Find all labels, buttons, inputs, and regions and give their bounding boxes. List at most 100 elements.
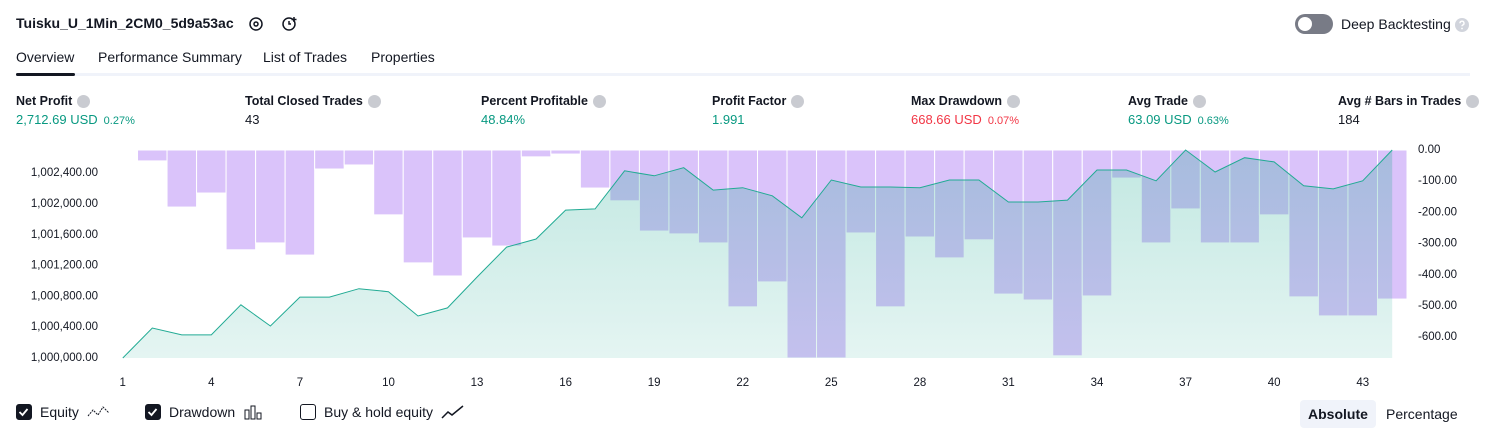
legend-label: Buy & hold equity xyxy=(324,404,433,420)
deep-backtesting-label: Deep Backtesting xyxy=(1341,16,1451,32)
metric-value-row: 2,712.69 USD 0.27% xyxy=(16,112,135,127)
metric-value: 43 xyxy=(245,112,260,127)
metric: Profit Factor 1.991 xyxy=(712,94,805,127)
drawdown-bar xyxy=(166,149,198,208)
legend-label: Equity xyxy=(40,404,79,420)
y-tick-label: 1,002,400.00 xyxy=(31,167,98,179)
legend-icon xyxy=(87,404,111,420)
active-tab-underline xyxy=(16,73,75,76)
metric: Total Closed Trades 43 xyxy=(245,94,381,127)
legend-item[interactable]: Equity xyxy=(16,404,111,420)
x-tick-label: 10 xyxy=(382,377,395,389)
add-alert-icon[interactable] xyxy=(280,14,300,34)
drawdown-bar xyxy=(343,149,375,166)
toggle-switch[interactable] xyxy=(1295,14,1333,34)
x-tick-label: 19 xyxy=(648,377,661,389)
toggle-option[interactable]: Absolute xyxy=(1300,400,1376,428)
metric-label: Avg Trade xyxy=(1128,94,1229,108)
metric-percent: 0.63% xyxy=(1197,115,1229,127)
y-tick-label: 1,000,000.00 xyxy=(31,352,98,364)
y2-tick-label: -100.00 xyxy=(1418,175,1457,187)
legend-icon xyxy=(243,404,265,420)
metric-label-text: Max Drawdown xyxy=(911,94,1002,108)
metric-label: Total Closed Trades xyxy=(245,94,381,108)
info-icon[interactable] xyxy=(1466,94,1480,108)
y2-tick-label: -500.00 xyxy=(1418,300,1457,312)
metric-value-row: 63.09 USD 0.63% xyxy=(1128,112,1229,127)
metric-label: Max Drawdown xyxy=(911,94,1020,108)
info-icon[interactable] xyxy=(592,94,606,108)
metric-value: 668.66 USD xyxy=(911,112,982,127)
drawdown-bar xyxy=(520,149,552,158)
drawdown-bar xyxy=(284,149,316,256)
y-tick-label: 1,000,800.00 xyxy=(31,290,98,302)
drawdown-bar xyxy=(196,149,227,194)
metric-value-row: 668.66 USD 0.07% xyxy=(911,112,1020,127)
drawdown-bar xyxy=(402,149,434,264)
drawdown-bar xyxy=(579,149,611,189)
legend-item[interactable]: Drawdown xyxy=(145,404,265,420)
y-tick-label: 1,001,200.00 xyxy=(31,260,98,272)
checkbox[interactable] xyxy=(145,404,161,420)
drawdown-bar xyxy=(137,149,168,162)
drawdown-bar xyxy=(225,149,257,251)
x-tick-label: 4 xyxy=(208,377,215,389)
drawdown-bar xyxy=(432,149,463,277)
legend-label: Drawdown xyxy=(169,404,236,420)
metric-label-text: Percent Profitable xyxy=(481,94,588,108)
info-icon[interactable] xyxy=(791,94,805,108)
tab[interactable]: List of Trades xyxy=(263,49,348,65)
metric-value: 48.84% xyxy=(481,112,526,127)
metric-label-text: Profit Factor xyxy=(712,94,787,108)
metric-label-text: Total Closed Trades xyxy=(245,94,363,108)
equity-area xyxy=(122,150,1393,358)
info-icon[interactable] xyxy=(77,94,91,108)
x-tick-label: 22 xyxy=(736,377,749,389)
metric-label-text: Net Profit xyxy=(16,94,73,108)
checkbox[interactable] xyxy=(16,404,32,420)
checkbox[interactable] xyxy=(300,404,316,420)
y2-tick-label: -400.00 xyxy=(1418,269,1457,281)
drawdown-bar xyxy=(461,149,493,239)
drawdown-bar xyxy=(373,149,404,216)
metric-label-text: Avg Trade xyxy=(1128,94,1188,108)
metric-label: Net Profit xyxy=(16,94,135,108)
metric-percent: 0.27% xyxy=(103,115,135,127)
metric-value-row: 48.84% xyxy=(481,112,606,127)
metric-value-row: 43 xyxy=(245,112,381,127)
x-tick-label: 43 xyxy=(1356,377,1369,389)
help-icon[interactable] xyxy=(1454,17,1470,33)
y-tick-label: 1,002,000.00 xyxy=(31,198,98,210)
x-tick-label: 16 xyxy=(559,377,572,389)
settings-icon[interactable] xyxy=(246,14,266,34)
x-tick-label: 37 xyxy=(1179,377,1192,389)
drawdown-bar xyxy=(314,149,345,170)
toggle-option[interactable]: Percentage xyxy=(1386,406,1458,422)
x-tick-label: 13 xyxy=(471,377,484,389)
x-tick-label: 34 xyxy=(1091,377,1104,389)
info-icon[interactable] xyxy=(367,94,381,108)
info-icon[interactable] xyxy=(1192,94,1206,108)
metric-label: Avg # Bars in Trades xyxy=(1338,94,1480,108)
y2-tick-label: -200.00 xyxy=(1418,206,1457,218)
metric: Net Profit 2,712.69 USD 0.27% xyxy=(16,94,135,127)
tab-divider xyxy=(16,73,1470,76)
legend-item[interactable]: Buy & hold equity xyxy=(300,404,465,420)
drawdown-bar xyxy=(255,149,286,244)
y-tick-label: 1,001,600.00 xyxy=(31,229,98,241)
tab[interactable]: Overview xyxy=(16,49,75,65)
drawdown-bar xyxy=(107,149,139,152)
x-tick-label: 28 xyxy=(913,377,926,389)
tab[interactable]: Properties xyxy=(371,49,435,65)
x-tick-label: 1 xyxy=(120,377,126,389)
x-tick-label: 25 xyxy=(825,377,838,389)
metric-value-row: 184 xyxy=(1338,112,1479,127)
metric-label: Profit Factor xyxy=(712,94,805,108)
info-icon[interactable] xyxy=(1007,94,1020,108)
metric-value: 2,712.69 USD xyxy=(16,112,98,127)
metric: Avg Trade 63.09 USD 0.63% xyxy=(1128,94,1229,127)
tab[interactable]: Performance Summary xyxy=(98,49,242,65)
metric-label: Percent Profitable xyxy=(481,94,606,108)
